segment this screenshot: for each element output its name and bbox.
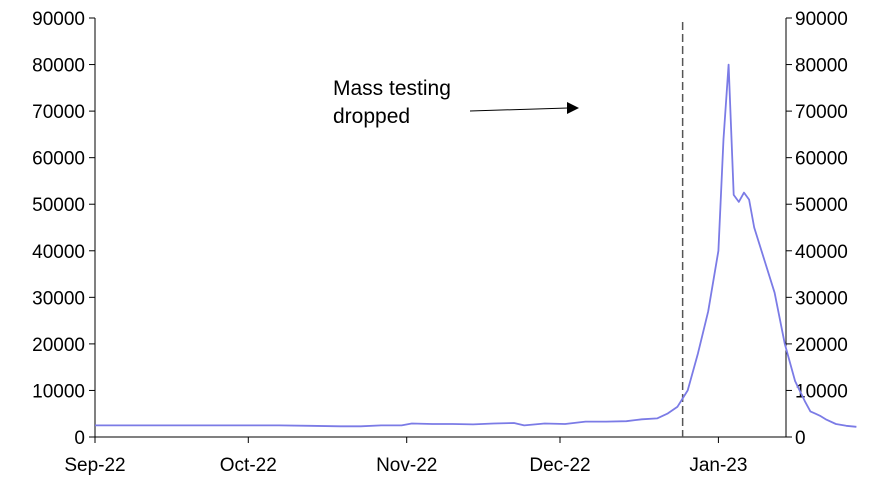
annotation: Mass testing dropped: [333, 77, 579, 128]
x-tick-label: Nov-22: [376, 455, 437, 476]
left-tick-label: 30000: [32, 288, 85, 309]
x-tick-label: Jan-23: [689, 455, 747, 476]
left-tick-label: 60000: [32, 149, 85, 170]
right-y-axis: 0 10000 20000 30000 40000 50000 60000 70000 8000…: [785, 9, 848, 449]
x-tick-label: Dec-22: [529, 455, 590, 476]
annotation-arrowhead: [567, 102, 579, 114]
right-tick-label: 90000: [795, 9, 848, 30]
right-tick-label: 20000: [795, 335, 848, 356]
x-axis: Sep-22 Oct-22 Nov-22 Dec-22 Jan-23: [64, 436, 786, 476]
left-tick-label: 0: [74, 428, 85, 449]
right-tick-label: 70000: [795, 102, 848, 123]
left-tick-label: 50000: [32, 195, 85, 216]
annotation-line-1: Mass testing: [333, 77, 451, 100]
x-tick-label: Sep-22: [64, 455, 125, 476]
series-group: [95, 63, 857, 428]
left-tick-label: 80000: [32, 56, 85, 77]
right-tick-label: 10000: [795, 381, 848, 402]
right-tick-label: 50000: [795, 195, 848, 216]
right-tick-label: 40000: [795, 242, 848, 263]
annotation-arrow-line: [469, 107, 569, 112]
right-tick-label: 0: [795, 428, 806, 449]
left-tick-label: 20000: [32, 335, 85, 356]
annotation-line-2: dropped: [333, 105, 410, 128]
x-tick-label: Oct-22: [220, 455, 277, 476]
left-tick-label: 40000: [32, 242, 85, 263]
left-y-axis: 0 10000 20000 30000 40000 50000 60000 70000 8000…: [32, 9, 96, 449]
left-tick-label: 10000: [32, 381, 85, 402]
right-tick-label: 80000: [795, 56, 848, 77]
left-tick-label: 90000: [32, 9, 85, 30]
right-tick-label: 30000: [795, 288, 848, 309]
series-line: [95, 63, 857, 428]
right-tick-label: 60000: [795, 149, 848, 170]
left-tick-label: 70000: [32, 102, 85, 123]
